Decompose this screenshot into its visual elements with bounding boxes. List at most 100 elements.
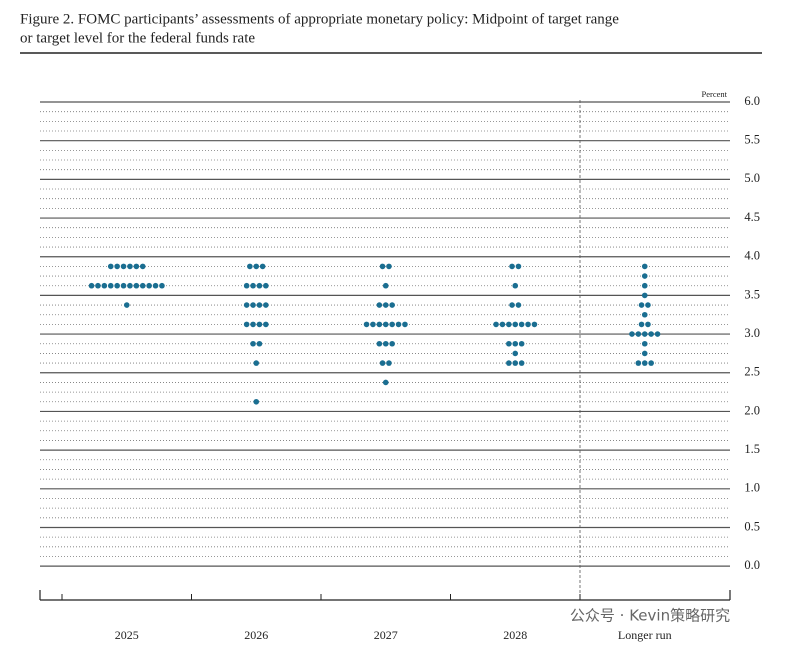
- dot: [259, 263, 266, 270]
- x-tick-label: Longer run: [618, 628, 672, 642]
- dot: [493, 321, 499, 328]
- dot: [395, 321, 402, 328]
- dot: [95, 282, 101, 289]
- dot: [263, 282, 269, 289]
- dot: [389, 302, 395, 308]
- dot: [88, 282, 95, 289]
- dot: [114, 263, 120, 270]
- dot: [389, 340, 395, 347]
- dot: [641, 311, 648, 318]
- dot: [243, 302, 250, 308]
- dot: [370, 321, 376, 328]
- y-tick-label: 4.0: [744, 249, 760, 263]
- dot: [641, 282, 648, 289]
- dot: [127, 263, 133, 270]
- dot: [512, 282, 519, 289]
- dot: [243, 321, 250, 328]
- dot: [120, 282, 127, 289]
- dot: [159, 282, 165, 289]
- dot: [525, 321, 531, 328]
- dot: [531, 321, 538, 328]
- y-tick-label: 6.0: [744, 94, 760, 108]
- dot: [376, 340, 383, 347]
- dot: [363, 321, 370, 328]
- dot: [253, 360, 260, 366]
- y-tick-label: 4.5: [744, 210, 760, 224]
- dot: [499, 321, 506, 328]
- dot: [512, 350, 519, 357]
- dot: [386, 263, 392, 270]
- dot: [518, 321, 525, 328]
- dot: [250, 282, 256, 289]
- dot: [247, 263, 253, 270]
- dot: [152, 282, 159, 289]
- y-tick-label: 5.0: [744, 171, 760, 185]
- dot: [641, 273, 648, 279]
- dot: [101, 282, 108, 289]
- dot: [127, 282, 133, 289]
- dot: [512, 360, 519, 366]
- dot: [506, 321, 512, 328]
- dot: [382, 340, 389, 347]
- dot: [250, 302, 256, 308]
- dot: [382, 302, 389, 308]
- dot: [133, 263, 140, 270]
- dot: [382, 379, 389, 386]
- dot: [379, 360, 386, 366]
- dot: [250, 321, 256, 328]
- dot: [253, 263, 260, 270]
- dot: [515, 302, 522, 308]
- y-tick-label: 2.5: [744, 365, 760, 379]
- dot: [638, 321, 645, 328]
- dot: [386, 360, 392, 366]
- dot: [120, 263, 127, 270]
- dot: [506, 360, 512, 366]
- y-tick-label: 0.5: [744, 519, 760, 533]
- dot: [146, 282, 152, 289]
- dot: [629, 331, 635, 337]
- dot: [648, 331, 654, 337]
- dot: [107, 263, 114, 270]
- dot: [382, 321, 389, 328]
- y-tick-label: 0.0: [744, 558, 760, 572]
- y-unit-label: Percent: [702, 89, 728, 99]
- dot: [645, 321, 651, 328]
- dot: [389, 321, 395, 328]
- dot: [512, 321, 519, 328]
- dot: [133, 282, 140, 289]
- x-tick-label: 2026: [244, 628, 268, 642]
- dot: [379, 263, 386, 270]
- dot: [509, 302, 515, 308]
- x-tick-label: 2025: [115, 628, 139, 642]
- dot: [645, 302, 651, 308]
- dot: [382, 282, 389, 289]
- dot: [107, 282, 114, 289]
- dot: [402, 321, 408, 328]
- dot: [515, 263, 522, 270]
- dot: [518, 360, 525, 366]
- y-tick-label: 1.5: [744, 442, 760, 456]
- y-tick-label: 3.5: [744, 287, 760, 301]
- dot: [641, 331, 648, 337]
- dot: [641, 292, 648, 299]
- dot: [139, 282, 146, 289]
- dot: [512, 340, 519, 347]
- dot: [376, 302, 383, 308]
- dot: [509, 263, 515, 270]
- dot: [263, 321, 269, 328]
- dot: [256, 321, 263, 328]
- y-tick-label: 3.0: [744, 326, 760, 340]
- dot: [641, 360, 648, 366]
- dot: [506, 340, 512, 347]
- x-tick-label: 2027: [374, 628, 398, 642]
- dot: [654, 331, 661, 337]
- dot: [635, 331, 642, 337]
- dot: [256, 302, 263, 308]
- dot: [263, 302, 269, 308]
- dot: [256, 282, 263, 289]
- dot: [641, 350, 648, 357]
- y-tick-label: 1.0: [744, 481, 760, 495]
- y-tick-label: 5.5: [744, 133, 760, 147]
- dot: [638, 302, 645, 308]
